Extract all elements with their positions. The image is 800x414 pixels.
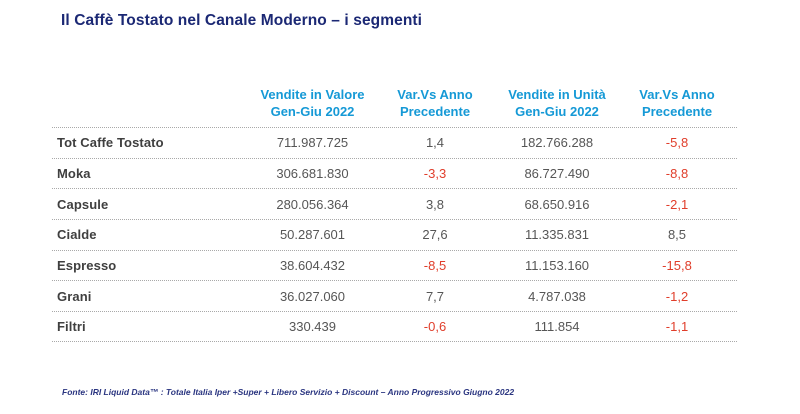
row-value: -8,5 bbox=[423, 257, 447, 273]
column-header-value-variation: Var.Vs Anno Precedente bbox=[397, 87, 473, 119]
table-row: Moka 306.681.830 -3,3 86.727.490 -8,8 bbox=[52, 159, 737, 190]
column-header-value-sales: Vendite in Valore Gen-Giu 2022 bbox=[260, 87, 365, 119]
table-body: Tot Caffe Tostato 711.987.725 1,4 182.76… bbox=[52, 128, 737, 343]
row-label: Filtri bbox=[57, 319, 86, 335]
row-value: 50.287.601 bbox=[279, 227, 346, 243]
row-value: 68.650.916 bbox=[524, 196, 590, 212]
row-value: 3,8 bbox=[425, 196, 445, 212]
row-label: Tot Caffe Tostato bbox=[57, 135, 164, 151]
row-value: 4.787.038 bbox=[528, 288, 586, 304]
row-value: 86.727.490 bbox=[524, 165, 590, 181]
row-label: Moka bbox=[57, 165, 91, 181]
row-value: 182.766.288 bbox=[520, 135, 594, 151]
table-row: Filtri 330.439 -0,6 111.854 -1,1 bbox=[52, 312, 737, 343]
row-label: Capsule bbox=[57, 196, 109, 212]
row-label: Cialde bbox=[57, 227, 97, 243]
column-header-unit-variation: Var.Vs Anno Precedente bbox=[639, 87, 715, 119]
row-value: -8,8 bbox=[665, 165, 689, 181]
row-value: -2,1 bbox=[665, 196, 689, 212]
row-value: -15,8 bbox=[662, 257, 692, 273]
table-row: Tot Caffe Tostato 711.987.725 1,4 182.76… bbox=[52, 128, 737, 159]
table-row: Grani 36.027.060 7,7 4.787.038 -1,2 bbox=[52, 281, 737, 312]
table-row: Cialde 50.287.601 27,6 11.335.831 8,5 bbox=[52, 220, 737, 251]
segments-table: Vendite in Valore Gen-Giu 2022 Var.Vs An… bbox=[52, 80, 737, 343]
row-label: Espresso bbox=[57, 257, 117, 273]
row-label: Grani bbox=[57, 288, 92, 304]
row-value: 1,4 bbox=[425, 135, 445, 151]
column-header-unit-sales: Vendite in Unità Gen-Giu 2022 bbox=[508, 87, 606, 119]
page-title: Il Caffè Tostato nel Canale Moderno – i … bbox=[61, 12, 423, 29]
row-value: -3,3 bbox=[423, 165, 447, 181]
row-value: 7,7 bbox=[425, 288, 445, 304]
row-value: 36.027.060 bbox=[279, 288, 346, 304]
row-value: -1,1 bbox=[665, 319, 689, 335]
row-value: 711.987.725 bbox=[276, 135, 349, 151]
row-value: 8,5 bbox=[667, 227, 687, 243]
row-value: 11.153.160 bbox=[524, 257, 590, 273]
row-value: -5,8 bbox=[665, 135, 689, 151]
row-value: 27,6 bbox=[422, 227, 448, 243]
row-value: -0,6 bbox=[423, 319, 447, 335]
table-row: Espresso 38.604.432 -8,5 11.153.160 -15,… bbox=[52, 251, 737, 282]
table-row: Capsule 280.056.364 3,8 68.650.916 -2,1 bbox=[52, 189, 737, 220]
row-value: 38.604.432 bbox=[279, 257, 346, 273]
table-header-row: Vendite in Valore Gen-Giu 2022 Var.Vs An… bbox=[52, 80, 737, 128]
row-value: 306.681.830 bbox=[276, 165, 349, 181]
row-value: 11.335.831 bbox=[524, 227, 590, 243]
source-note: Fonte: IRI Liquid Data™ : Totale Italia … bbox=[62, 387, 515, 397]
row-value: -1,2 bbox=[665, 288, 689, 304]
row-value: 111.854 bbox=[534, 319, 580, 335]
row-value: 330.439 bbox=[289, 319, 336, 335]
row-value: 280.056.364 bbox=[276, 196, 349, 212]
